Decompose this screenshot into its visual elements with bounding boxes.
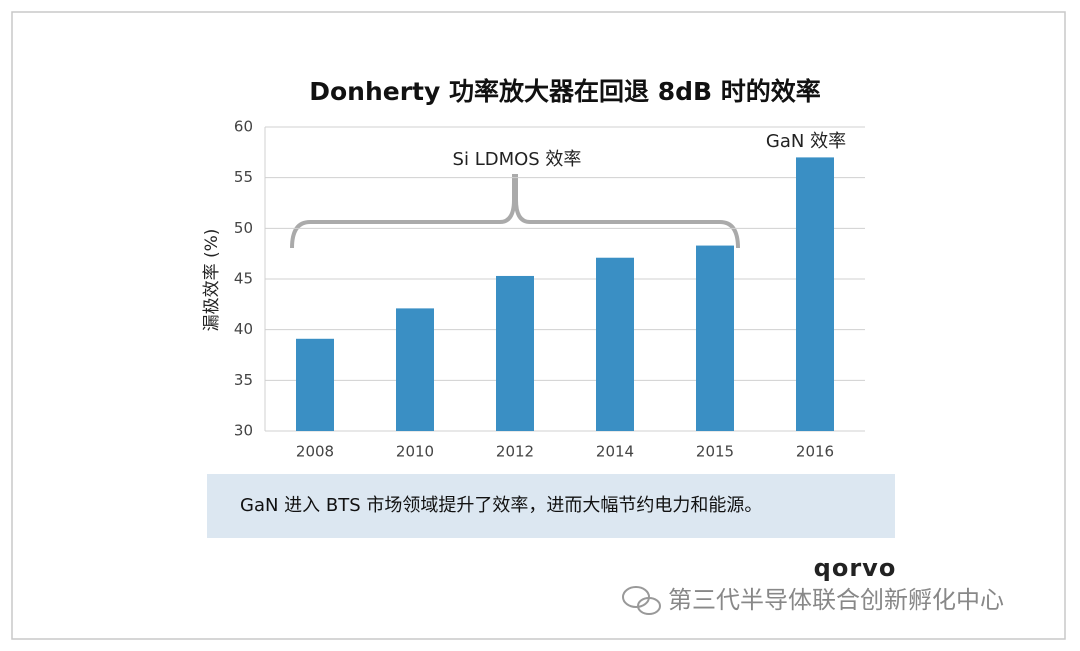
bar	[596, 257, 634, 431]
watermark: 第三代半导体联合创新孵化中心	[668, 586, 1004, 614]
logo: qorvo	[814, 554, 897, 582]
y-tick-label: 50	[234, 219, 253, 237]
x-tick-label: 2010	[396, 443, 434, 461]
bar	[796, 157, 834, 431]
y-tick-label: 60	[234, 118, 253, 136]
y-tick-label: 30	[234, 422, 253, 440]
wechat-icon	[622, 586, 661, 615]
bar	[396, 308, 434, 431]
chart-title: Donherty 功率放大器在回退 8dB 时的效率	[309, 77, 821, 106]
x-tick-label: 2015	[696, 443, 734, 461]
y-axis-label: 漏极效率 (%)	[202, 229, 222, 332]
frame	[11, 11, 1066, 640]
x-tick-label: 2008	[296, 443, 334, 461]
bar	[296, 338, 334, 431]
y-tick-label: 35	[234, 371, 253, 389]
annotation: Si LDMOS 效率	[453, 149, 582, 170]
x-tick-label: 2016	[796, 443, 834, 461]
x-tick-label: 2014	[596, 443, 634, 461]
y-tick-label: 55	[234, 168, 253, 186]
annotation: GaN 效率	[766, 131, 846, 152]
brace	[290, 174, 740, 249]
y-tick-label: 45	[234, 270, 253, 288]
bar	[696, 245, 734, 431]
caption: GaN 进入 BTS 市场领域提升了效率，进而大幅节约电力和能源。	[240, 495, 762, 516]
y-tick-label: 40	[234, 320, 253, 338]
caption-box	[207, 474, 895, 538]
bar	[496, 275, 534, 431]
x-tick-label: 2012	[496, 443, 534, 461]
